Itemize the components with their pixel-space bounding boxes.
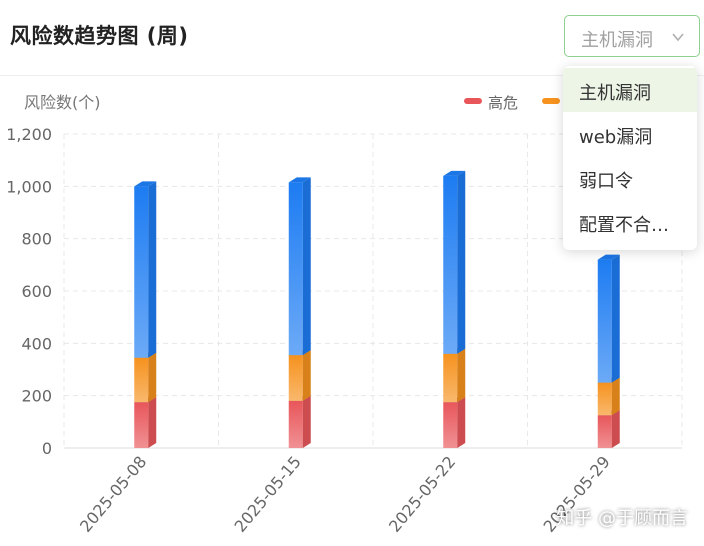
x-tick-label: 2025-05-22 xyxy=(385,452,459,535)
y-tick-label: 800 xyxy=(21,230,52,249)
legend-label: 高危 xyxy=(488,94,518,112)
x-tick-label: 2025-05-08 xyxy=(76,452,150,535)
bar-segment-side xyxy=(148,352,157,403)
risk-type-select[interactable]: 主机漏洞 xyxy=(564,15,700,57)
watermark: 知乎 @于顾而言 xyxy=(556,508,688,529)
bar-segment-side xyxy=(457,170,466,354)
bar-segment-top xyxy=(288,177,311,183)
bar-segment-side xyxy=(457,397,466,448)
bar-segment xyxy=(443,353,458,403)
bar-segment-side xyxy=(611,254,620,383)
bar-segment-side xyxy=(302,395,311,448)
y-axis-label: 风险数(个) xyxy=(24,93,101,112)
bar-segment-top xyxy=(134,181,157,187)
bar-segment xyxy=(597,382,612,416)
bar-segment xyxy=(134,357,149,403)
x-tick-label: 2025-05-15 xyxy=(230,452,304,535)
bar-segment-top xyxy=(597,254,620,260)
chevron-down-icon[interactable] xyxy=(671,29,685,48)
bar-segment xyxy=(288,182,303,356)
bar-segment xyxy=(288,400,303,448)
bar-segment-side xyxy=(611,377,620,416)
bar-segment-side xyxy=(148,181,157,358)
dropdown-item-host-vuln[interactable]: 主机漏洞 xyxy=(563,68,697,112)
y-tick-label: 0 xyxy=(42,439,52,458)
bar-segment-side xyxy=(457,348,466,403)
chart-title: 风险数趋势图 (周) xyxy=(10,24,189,48)
y-tick-label: 200 xyxy=(21,387,52,406)
bar-segment xyxy=(134,186,149,358)
bar-segment xyxy=(597,259,612,383)
y-tick-label: 600 xyxy=(21,282,52,301)
bar-segment-side xyxy=(148,397,157,448)
bar-segment-top xyxy=(443,170,466,176)
bar-segment xyxy=(134,402,149,448)
risk-trend-chart: 0 200 400 600 800 1,000 1,200 风险数(个) 高危 2025-05-0… xyxy=(6,93,683,536)
chart-header: 风险数趋势图 (周) 主机漏洞 xyxy=(0,0,704,76)
dropdown-item-misconfig[interactable]: 配置不合… xyxy=(579,215,669,236)
y-tick-label: 400 xyxy=(21,334,52,353)
risk-type-dropdown: 主机漏洞 web漏洞 弱口令 配置不合… xyxy=(563,66,697,250)
bar-segment-side xyxy=(611,410,620,448)
bar-segment-side xyxy=(302,177,311,356)
bar-segment xyxy=(443,402,458,448)
bar-segment xyxy=(443,175,458,354)
y-tick-label: 1,000 xyxy=(6,177,52,196)
bar-segment xyxy=(288,355,303,401)
bar-segment-side xyxy=(302,350,311,401)
dropdown-item-web-vuln[interactable]: web漏洞 xyxy=(579,127,653,148)
legend-swatch xyxy=(464,98,482,104)
select-value: 主机漏洞 xyxy=(581,30,653,51)
dropdown-item-weak-password[interactable]: 弱口令 xyxy=(579,171,633,192)
legend-swatch xyxy=(542,98,560,104)
bar-segment xyxy=(597,415,612,448)
y-tick-label: 1,200 xyxy=(6,125,52,144)
